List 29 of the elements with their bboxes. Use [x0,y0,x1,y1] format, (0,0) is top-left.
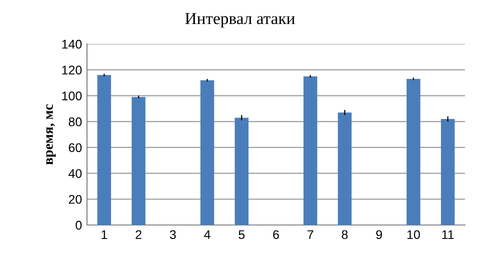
x-tick-label: 5 [238,230,245,240]
y-tick-label: 0 [76,220,82,230]
x-tick-label: 8 [342,230,348,240]
x-tick-label: 4 [204,230,210,239]
bar [200,80,214,225]
y-tick-label: 140 [62,40,82,49]
bar [440,118,455,225]
x-tick-label: 1 [102,230,108,239]
x-tick-label: 11 [442,230,454,239]
bar [303,76,318,225]
bar [338,112,352,225]
chart-title: Интервал атаки [185,13,295,28]
y-axis-title: время, мс [46,104,56,165]
y-tick-label: 40 [68,169,82,178]
x-tick-label: 2 [136,230,142,239]
y-tick-label: 120 [62,66,82,75]
x-tick-label: 6 [273,230,279,240]
y-tick-label: 60 [68,143,82,152]
bar [132,97,146,225]
bar [234,118,249,225]
x-tick-label: 3 [170,230,176,240]
x-tick-label: 9 [376,230,382,240]
y-tick-label: 100 [62,92,82,100]
x-tick-label: 10 [407,230,420,240]
bar [406,78,420,225]
y-tick-label: 80 [68,117,82,126]
y-tick-label: 20 [68,194,82,204]
bar [97,75,112,225]
x-tick-label: 7 [308,230,314,239]
